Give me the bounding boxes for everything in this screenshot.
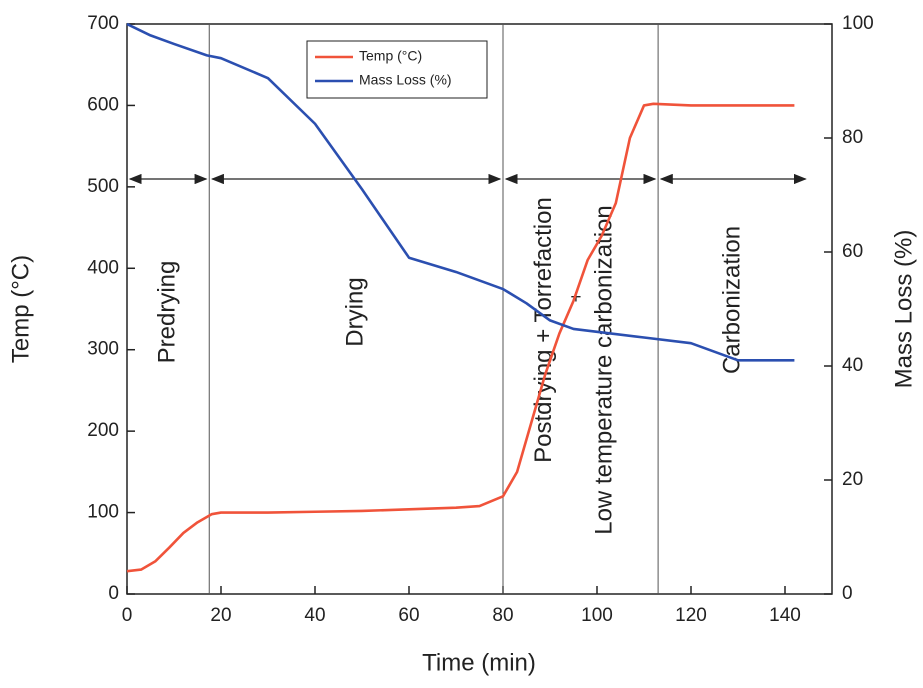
phase-label: Carbonization: [719, 226, 746, 374]
data-line: [126, 102, 795, 573]
y-tick-label: 400: [87, 257, 119, 278]
phase-label: Postdrying + Torrefaction: [530, 197, 557, 463]
x-axis-label: Time (min): [422, 649, 536, 676]
y2-tick-label: 100: [842, 13, 874, 34]
data-line: [126, 22, 795, 362]
x-tick-label: 80: [492, 605, 513, 626]
x-tick-label: 140: [769, 605, 801, 626]
y2-tick-label: 60: [842, 241, 863, 262]
x-tick-label: 40: [304, 605, 325, 626]
y2-tick-label: 80: [842, 127, 863, 148]
y2-tick-label: 0: [842, 583, 853, 604]
y2-tick-label: 20: [842, 469, 863, 490]
y-tick-label: 200: [87, 420, 119, 441]
legend-label: Mass Loss (%): [359, 72, 452, 88]
y-tick-label: 500: [87, 176, 119, 197]
y-tick-label: 700: [87, 13, 119, 34]
x-tick-label: 60: [398, 605, 419, 626]
y-tick-label: 600: [87, 94, 119, 115]
y-axis-label: Temp (°C): [7, 255, 34, 363]
x-tick-label: 20: [210, 605, 231, 626]
plot-frame: [126, 23, 833, 595]
y2-axis-label: Mass Loss (%): [890, 230, 917, 389]
phase-label: Low temperature carbonization: [591, 205, 618, 535]
y2-tick-label: 40: [842, 355, 863, 376]
x-tick-label: 120: [675, 605, 707, 626]
x-tick-label: 0: [122, 605, 133, 626]
y-tick-label: 100: [87, 502, 119, 523]
x-tick-label: 100: [581, 605, 613, 626]
phase-label: Predrying: [153, 261, 180, 364]
phase-label: Drying: [341, 277, 368, 346]
y-tick-label: 300: [87, 339, 119, 360]
legend-box: [306, 40, 488, 99]
y-tick-label: 0: [108, 583, 119, 604]
legend-label: Temp (°C): [359, 48, 422, 64]
